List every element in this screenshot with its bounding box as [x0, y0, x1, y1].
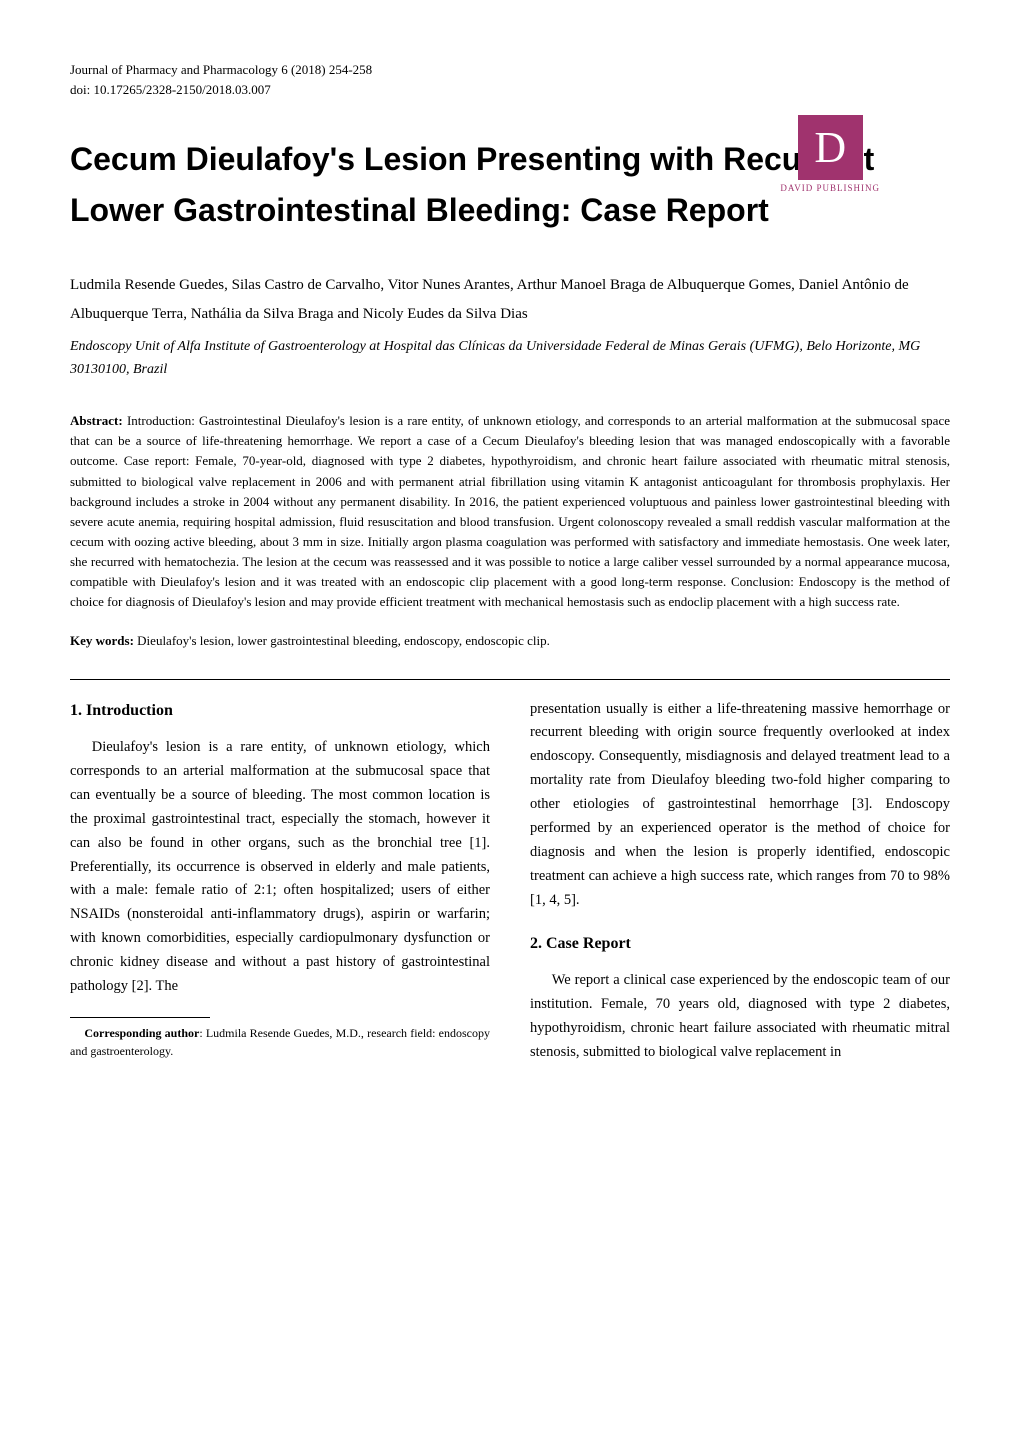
abstract-text: Introduction: Gastrointestinal Dieulafoy…	[70, 413, 950, 609]
abstract-label: Abstract:	[70, 413, 123, 428]
journal-line: Journal of Pharmacy and Pharmacology 6 (…	[70, 60, 950, 80]
keywords: Key words: Dieulafoy's lesion, lower gas…	[70, 633, 950, 649]
authors-line: Ludmila Resende Guedes, Silas Castro de …	[70, 271, 950, 328]
left-column: 1. Introduction Dieulafoy's lesion is a …	[70, 698, 490, 1065]
corresponding-author-footnote: Corresponding author: Ludmila Resende Gu…	[70, 1024, 490, 1060]
doi-line: doi: 10.17265/2328-2150/2018.03.007	[70, 80, 950, 100]
footnote-divider	[70, 1017, 210, 1018]
keywords-text: Dieulafoy's lesion, lower gastrointestin…	[134, 633, 550, 648]
case-heading: 2. Case Report	[530, 931, 950, 957]
right-column: presentation usually is either a life-th…	[530, 698, 950, 1065]
case-para: We report a clinical case experienced by…	[530, 969, 950, 1065]
affiliation-line: Endoscopy Unit of Alfa Institute of Gast…	[70, 336, 950, 381]
keywords-label: Key words:	[70, 633, 134, 648]
abstract: Abstract: Introduction: Gastrointestinal…	[70, 411, 950, 612]
publisher-name: DAVID PUBLISHING	[780, 183, 880, 193]
intro-para: Dieulafoy's lesion is a rare entity, of …	[70, 736, 490, 999]
intro-heading: 1. Introduction	[70, 698, 490, 724]
body-columns: 1. Introduction Dieulafoy's lesion is a …	[70, 698, 950, 1065]
section-divider	[70, 679, 950, 680]
page: Journal of Pharmacy and Pharmacology 6 (…	[70, 60, 950, 1065]
header-meta: Journal of Pharmacy and Pharmacology 6 (…	[70, 60, 950, 99]
publisher-logo: D DAVID PUBLISHING	[780, 115, 880, 193]
footnote-label: Corresponding author	[84, 1026, 199, 1040]
logo-square-icon: D	[798, 115, 863, 180]
intro-continuation: presentation usually is either a life-th…	[530, 698, 950, 913]
